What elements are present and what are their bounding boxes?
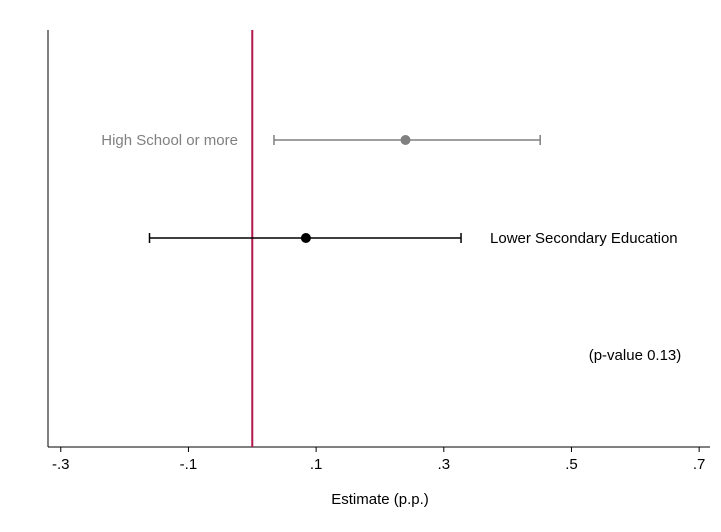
x-tick-label: .1 [310, 456, 323, 473]
point [400, 135, 411, 145]
series-label: Lower Secondary Education [490, 230, 678, 247]
series-label: High School or more [101, 132, 238, 149]
x-tick-label: .5 [565, 456, 578, 473]
x-tick-label: -.1 [180, 456, 198, 473]
x-tick-label: -.3 [52, 456, 70, 473]
point [300, 233, 311, 243]
annotation: (p-value 0.13) [589, 347, 682, 364]
x-axis-title: Estimate (p.p.) [331, 491, 429, 508]
x-tick-label: .3 [438, 456, 451, 473]
x-tick-label: .7 [693, 456, 706, 473]
